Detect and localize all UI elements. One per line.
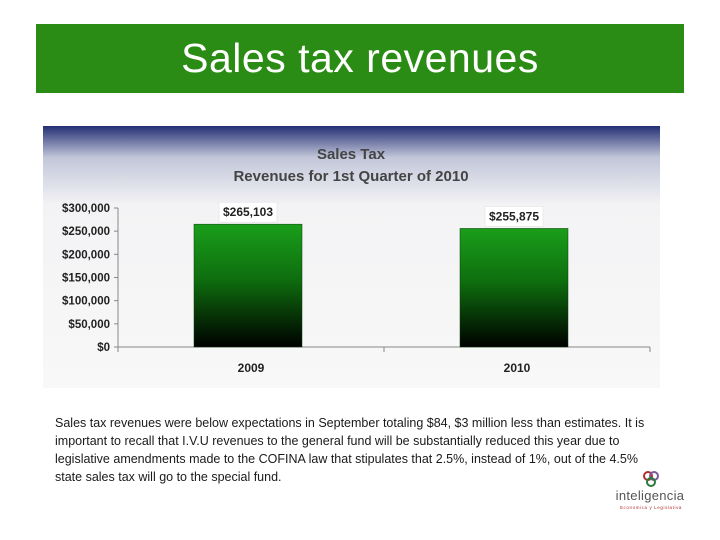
chart-labels: $265,103 2009 $255,875 2010 [218,201,544,375]
x-tick-label: 2009 [238,361,265,375]
y-tick-label: $250,000 [62,226,110,238]
bar-2010 [459,228,569,348]
bar-2009 [193,223,303,348]
y-tick-label: $50,000 [68,319,110,331]
title-banner: Sales tax revenues [36,24,684,93]
data-label-box [484,206,544,227]
chart-title-line: Revenues for 1st Quarter of 2010 [233,168,468,185]
slide-body-text: Sales tax revenues were below expectatio… [55,416,645,484]
y-tick-label: $150,000 [62,273,110,285]
sales-tax-chart: Sales Tax Revenues for 1st Quarter of 201… [43,126,660,388]
logo-name: inteligencia [615,488,685,503]
data-label: $265,103 [223,205,273,219]
chart-title-group: Sales Tax Revenues for 1st Quarter of 201… [233,146,468,185]
chart-axes: $0 $50,000 $100,000 $150,000 $200,000 $250,00… [62,203,650,354]
logo-icon [643,471,659,487]
logo-tagline: Economica y Legislativa [619,505,683,510]
y-tick-label: $100,000 [62,296,110,308]
y-tick-label: $0 [97,342,110,354]
x-tick-label: 2010 [504,361,531,375]
chart-title-line: Sales Tax [317,146,386,163]
data-label: $255,875 [489,209,539,223]
company-logo: inteligencia Economica y Legislativa [612,470,688,516]
chart-container: Sales Tax Revenues for 1st Quarter of 201… [43,126,660,388]
slide-title: Sales tax revenues [181,35,539,81]
data-label-box [218,201,278,223]
y-tick-label: $300,000 [62,203,110,215]
chart-bars [117,223,651,352]
y-tick-label: $200,000 [62,249,110,261]
